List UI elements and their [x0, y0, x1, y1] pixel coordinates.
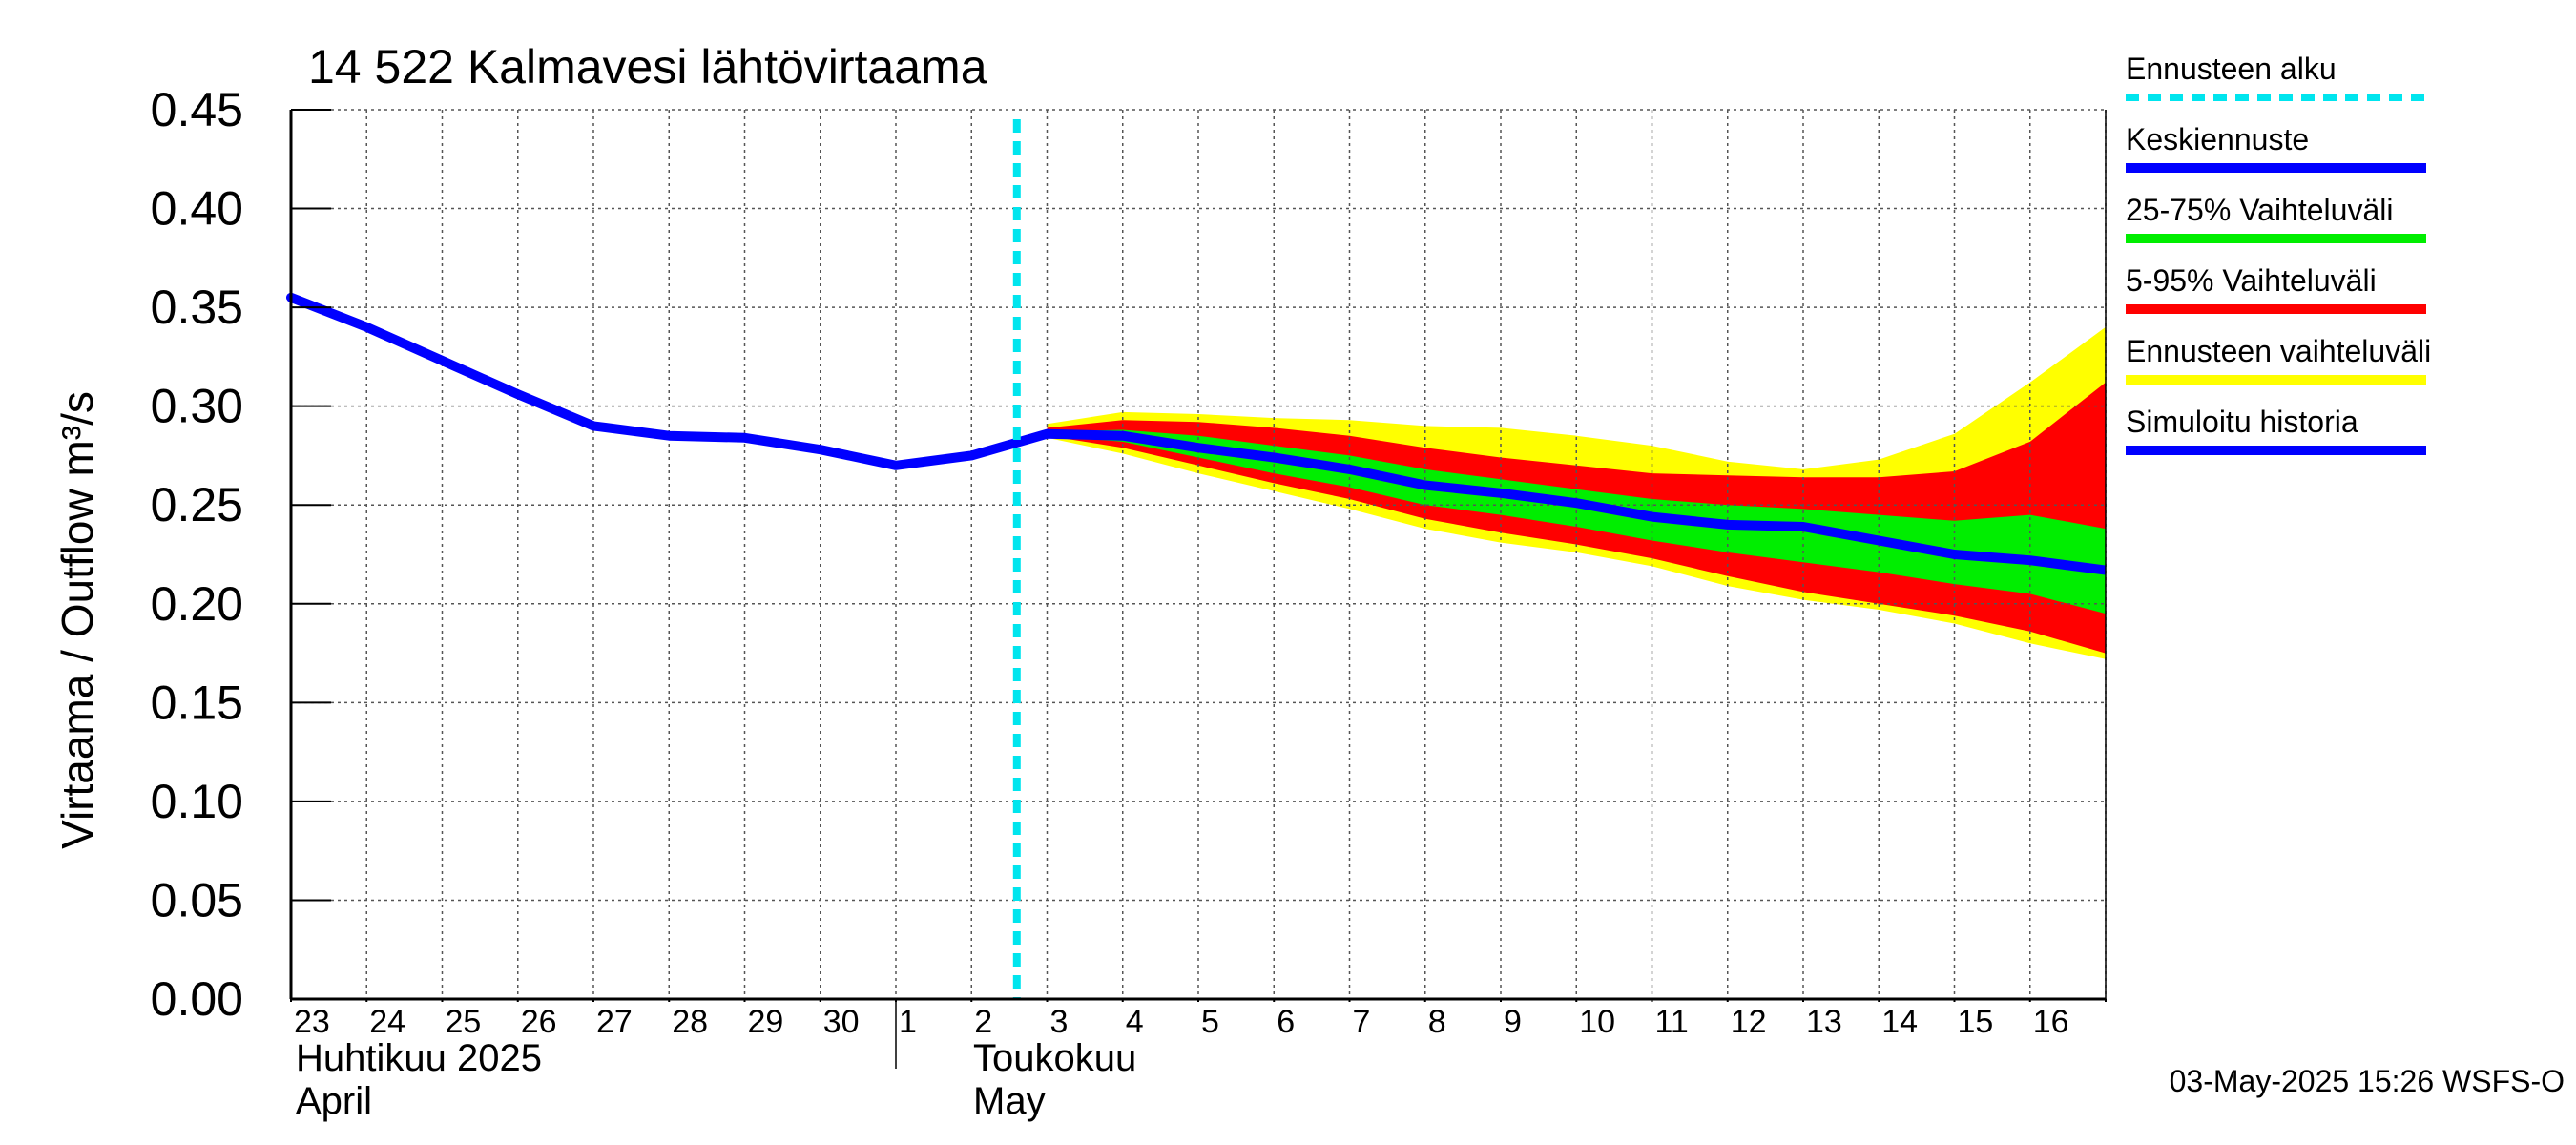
series-line-mean-forecast — [1047, 428, 2107, 575]
month-label-en-may: May — [973, 1080, 1046, 1122]
month-labels: Huhtikuu 2025 April Toukokuu May — [296, 1037, 1136, 1122]
y-tick-label-0.05: 0.05 — [151, 873, 243, 926]
x-tick-label-1: 1 — [899, 1004, 917, 1040]
x-tick-label-26: 26 — [521, 1004, 557, 1040]
x-tick-label-4: 4 — [1126, 1004, 1144, 1040]
legend-label-2: 25-75% Vaihteluväli — [2126, 193, 2393, 227]
y-tick-label-0.30: 0.30 — [151, 380, 243, 433]
x-tick-label-16: 16 — [2033, 1004, 2069, 1040]
x-tick-label-30: 30 — [823, 1004, 860, 1040]
x-tick-label-27: 27 — [596, 1004, 633, 1040]
x-tick-label-23: 23 — [294, 1004, 330, 1040]
x-tick-labels: 23 24 25 26 27 28 29 30 1 2 3 4 5 6 7 8 9 10 11 12 13 14 15 16 — [294, 1004, 2069, 1040]
x-tick-label-28: 28 — [672, 1004, 708, 1040]
month-label-fi-april: Huhtikuu 2025 — [296, 1037, 542, 1079]
legend-label-5: Simuloitu historia — [2126, 405, 2358, 439]
x-tick-label-15: 15 — [1958, 1004, 1994, 1040]
y-tick-label-0.20: 0.20 — [151, 577, 243, 631]
legend-label-1: Keskiennuste — [2126, 122, 2309, 156]
x-tick-label-7: 7 — [1353, 1004, 1371, 1040]
legend-label-3: 5-95% Vaihteluväli — [2126, 263, 2377, 298]
timestamp: 03-May-2025 15:26 WSFS-O — [2170, 1064, 2565, 1098]
series-line-simulated-history — [286, 292, 1052, 470]
x-tick-label-11: 11 — [1655, 1004, 1689, 1040]
x-tick-label-8: 8 — [1428, 1004, 1446, 1040]
x-tick-label-6: 6 — [1277, 1004, 1295, 1040]
y-tick-label-0.35: 0.35 — [151, 281, 243, 334]
grid-lines — [291, 109, 2107, 999]
month-label-fi-may: Toukokuu — [973, 1037, 1136, 1079]
legend-label-0: Ennusteen alku — [2126, 52, 2337, 86]
x-tick-label-13: 13 — [1806, 1004, 1842, 1040]
legend: Ennusteen alku Keskiennuste 25-75% Vaihtel… — [2126, 52, 2431, 455]
x-tick-label-12: 12 — [1731, 1004, 1767, 1040]
x-tick-label-9: 9 — [1504, 1004, 1522, 1040]
x-tick-label-5: 5 — [1201, 1004, 1219, 1040]
y-tick-label-0.10: 0.10 — [151, 775, 243, 828]
x-tick-label-29: 29 — [748, 1004, 784, 1040]
x-tick-label-3: 3 — [1050, 1004, 1069, 1040]
y-tick-label-0.15: 0.15 — [151, 676, 243, 729]
y-tick-labels: 0.00 0.05 0.10 0.15 0.20 0.25 0.30 0.35 0.40 0.45 — [151, 83, 243, 1026]
y-tick-label-0.25: 0.25 — [151, 478, 243, 531]
x-tick-label-2: 2 — [974, 1004, 992, 1040]
band-25-75 — [1047, 429, 2106, 614]
y-tick-label-0.45: 0.45 — [151, 83, 243, 136]
chart-title: 14 522 Kalmavesi lähtövirtaama — [308, 40, 987, 94]
y-tick-label-0.00: 0.00 — [151, 972, 243, 1026]
legend-label-4: Ennusteen vaihteluväli — [2126, 334, 2431, 368]
series-lines — [286, 119, 2107, 999]
x-tick-label-25: 25 — [446, 1004, 482, 1040]
axes — [289, 109, 2107, 1069]
x-tick-label-14: 14 — [1881, 1004, 1918, 1040]
y-tick-label-0.40: 0.40 — [151, 182, 243, 236]
y-axis-label: Virtaama / Outflow m³/s — [52, 391, 102, 849]
x-tick-label-10: 10 — [1579, 1004, 1615, 1040]
month-label-en-april: April — [296, 1080, 372, 1122]
x-tick-label-24: 24 — [369, 1004, 405, 1040]
